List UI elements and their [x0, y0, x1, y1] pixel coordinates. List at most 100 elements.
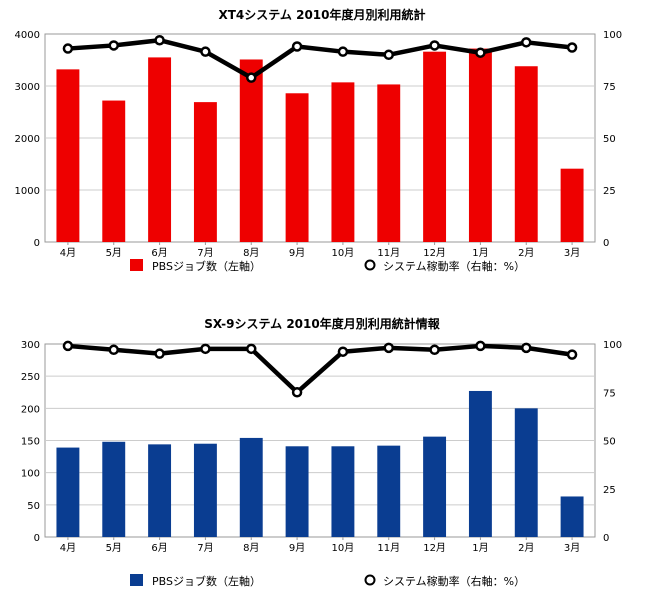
legend-bar-swatch	[130, 574, 143, 586]
line-point	[291, 387, 303, 398]
right-tick-label: 100	[603, 340, 622, 351]
x-tick-label: 4月	[60, 247, 76, 259]
line-path	[67, 37, 573, 80]
left-tick-label: 0	[34, 238, 40, 249]
line-series	[62, 340, 578, 398]
x-tick-label: 8月	[243, 542, 259, 554]
legend-line-marker	[364, 574, 376, 586]
x-axis-ticks: 4月 5月 6月 7月 8月 9月 10月 11月 12月 1月 2月 3月	[60, 242, 580, 259]
line-point	[566, 349, 578, 360]
bar-series	[56, 390, 584, 537]
left-tick-label: 250	[21, 372, 40, 383]
legend-bar-label: PBSジョブ数（左軸）	[152, 574, 261, 588]
line-point	[429, 40, 440, 51]
left-tick-label: 50	[27, 501, 40, 512]
left-axis-ticks: 0 1000 2000 3000 4000	[15, 30, 40, 249]
left-tick-label: 3000	[15, 82, 40, 93]
line-point	[429, 344, 440, 356]
bar	[468, 48, 492, 243]
x-tick-label: 12月	[423, 542, 446, 554]
line-series	[62, 34, 578, 83]
left-tick-label: 300	[21, 340, 40, 351]
x-tick-label: 11月	[377, 247, 400, 259]
x-tick-label: 3月	[564, 247, 580, 259]
bar	[331, 82, 355, 242]
bar	[560, 496, 584, 537]
bar	[560, 168, 584, 242]
right-axis-ticks: 0 25 50 75 100	[603, 340, 622, 544]
right-tick-label: 0	[603, 533, 609, 544]
right-axis-ticks: 0 25 50 75 100	[603, 30, 622, 249]
bar	[56, 447, 80, 537]
line-path	[67, 343, 573, 395]
legend-bar-swatch	[130, 259, 143, 271]
bar	[193, 443, 217, 537]
left-tick-label: 0	[34, 533, 40, 544]
bar	[193, 102, 217, 243]
bar	[102, 441, 126, 537]
line-point	[521, 342, 532, 354]
right-tick-label: 25	[603, 485, 616, 496]
left-tick-label: 100	[21, 469, 40, 480]
right-tick-label: 25	[603, 186, 616, 197]
bar	[468, 390, 492, 537]
x-tick-label: 9月	[289, 247, 305, 259]
line-point	[154, 348, 165, 359]
bar	[56, 69, 80, 242]
line-point	[200, 343, 211, 355]
legend: PBSジョブ数（左軸） システム稼動率（右軸：%）	[130, 259, 525, 273]
x-tick-label: 12月	[423, 247, 446, 259]
line-point	[246, 343, 257, 355]
sx9-chart: SX-9システム 2010年度月別利用統計情報 0501001502002503…	[21, 316, 622, 588]
legend-line-label: システム稼動率（右軸：%）	[383, 574, 525, 588]
line-point	[108, 344, 119, 356]
x-tick-label: 9月	[289, 542, 305, 554]
bar	[514, 408, 538, 537]
x-tick-label: 7月	[197, 542, 213, 554]
left-axis-ticks: 0 50 100 150 200 250 300	[21, 340, 40, 544]
x-tick-label: 5月	[106, 247, 122, 259]
line-point	[246, 72, 257, 83]
bar	[377, 84, 401, 242]
x-tick-label: 10月	[332, 247, 355, 259]
bar	[239, 437, 263, 537]
line-point	[154, 34, 165, 46]
line-point	[383, 49, 394, 61]
x-axis-ticks: 4月 5月 6月 7月 8月 9月 10月 11月 12月 1月 2月 3月	[60, 537, 580, 554]
x-tick-label: 2月	[518, 542, 534, 554]
bar	[239, 59, 263, 243]
bar	[331, 446, 355, 537]
line-point	[566, 42, 578, 53]
right-tick-label: 100	[603, 30, 622, 41]
x-tick-label: 10月	[332, 542, 355, 554]
x-tick-label: 6月	[151, 247, 167, 259]
bar	[148, 57, 172, 243]
gridlines	[45, 85, 595, 191]
x-tick-label: 3月	[564, 542, 580, 554]
line-point	[291, 41, 303, 52]
bar	[102, 100, 126, 242]
line-point	[337, 346, 349, 357]
left-tick-label: 150	[21, 437, 40, 448]
x-tick-label: 4月	[60, 542, 76, 554]
legend-line-label: システム稼動率（右軸：%）	[383, 259, 525, 273]
line-point	[200, 46, 211, 57]
bar	[423, 436, 447, 537]
right-tick-label: 50	[603, 134, 616, 145]
chart-title: XT4システム 2010年度月別利用統計	[218, 7, 425, 22]
gridlines	[45, 375, 595, 506]
line-point	[475, 340, 486, 352]
left-tick-label: 1000	[15, 186, 40, 197]
line-point	[62, 340, 74, 352]
chart-title: SX-9システム 2010年度月別利用統計情報	[204, 316, 440, 331]
bar-series	[56, 48, 584, 243]
left-tick-label: 2000	[15, 134, 40, 145]
bar	[514, 66, 538, 243]
bar	[377, 445, 401, 537]
x-tick-label: 5月	[106, 542, 122, 554]
legend: PBSジョブ数（左軸） システム稼動率（右軸：%）	[130, 574, 525, 588]
x-tick-label: 7月	[197, 247, 213, 259]
legend-line-marker	[364, 259, 376, 271]
bar	[423, 51, 447, 243]
